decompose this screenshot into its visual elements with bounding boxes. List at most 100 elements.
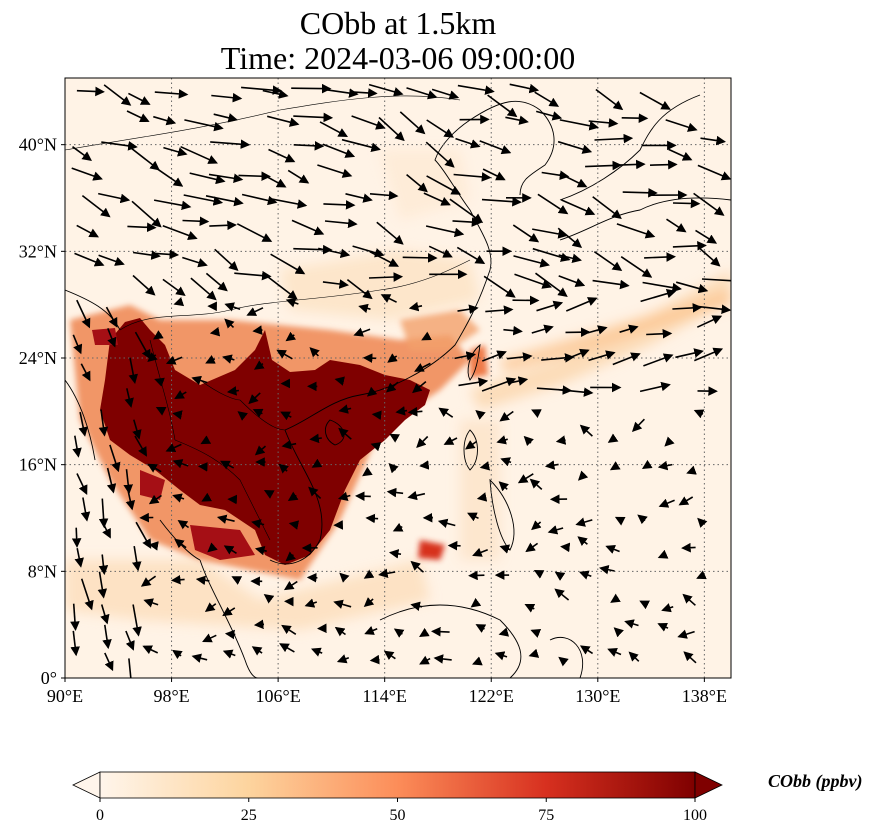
wind-arrow <box>281 624 297 635</box>
wind-arrow <box>513 255 550 268</box>
wind-arrow <box>531 324 554 334</box>
wind-arrow <box>293 141 325 151</box>
wind-arrow <box>126 110 150 123</box>
wind-arrow <box>537 193 569 215</box>
wind-arrow <box>531 409 542 418</box>
wind-arrow <box>472 656 483 666</box>
wind-arrow <box>378 568 396 579</box>
wind-arrow <box>154 377 165 387</box>
wind-arrow <box>135 521 152 549</box>
wind-arrow <box>254 545 267 556</box>
wind-arrow <box>642 281 682 293</box>
wind-arrow <box>419 655 431 665</box>
wind-arrow <box>425 225 465 238</box>
wind-arrow <box>621 113 649 123</box>
wind-arrow <box>98 192 131 204</box>
wind-arrow <box>162 278 186 296</box>
wind-arrow <box>525 542 539 553</box>
wind-arrow <box>270 253 306 275</box>
colorbar-ticks: 0 25 50 75 100 <box>96 798 707 824</box>
wind-arrow <box>355 491 371 501</box>
wind-arrow <box>364 626 378 635</box>
wind-arrow <box>385 381 399 393</box>
wind-arrow <box>524 603 536 613</box>
wind-arrow <box>200 435 212 445</box>
wind-arrow <box>339 572 350 583</box>
wind-arrow <box>353 327 371 337</box>
wind-arrow <box>163 146 188 157</box>
wind-arrow <box>72 334 83 355</box>
y-tick-label: 24°N <box>19 348 57 368</box>
wind-arrow <box>380 294 397 303</box>
wind-arrow <box>142 645 159 655</box>
colorbar-tick-label: 25 <box>241 807 257 824</box>
wind-arrow <box>102 624 112 650</box>
wind-arrow <box>389 433 401 443</box>
wind-arrow <box>324 218 358 229</box>
x-tick-label: 130°E <box>575 686 620 706</box>
wind-arrow <box>509 83 540 94</box>
wind-arrow <box>236 223 273 242</box>
wind-arrow <box>172 410 183 420</box>
wind-arrow <box>622 187 658 198</box>
wind-arrow <box>682 593 696 606</box>
wind-arrow <box>268 148 296 163</box>
wind-arrow <box>479 461 491 471</box>
wind-arrow <box>128 92 151 105</box>
wind-arrow <box>109 444 121 473</box>
colorbar-bar <box>99 771 696 799</box>
wind-arrow <box>575 517 593 527</box>
wind-arrow <box>433 654 452 664</box>
wind-arrow <box>252 408 264 418</box>
wind-arrow <box>406 87 438 100</box>
wind-arrow <box>283 580 298 591</box>
wind-arrow <box>124 388 134 408</box>
wind-arrow <box>103 84 132 106</box>
wind-arrow <box>512 224 540 243</box>
wind-arrow <box>98 254 125 266</box>
wind-arrow <box>423 192 451 206</box>
wind-arrow <box>288 520 300 530</box>
wind-arrow <box>416 435 429 449</box>
wind-arrow <box>191 653 208 663</box>
wind-arrow <box>280 411 292 421</box>
wind-arrow <box>338 404 352 414</box>
wind-arrow <box>438 407 454 418</box>
wind-arrow <box>592 279 630 290</box>
high-concentration <box>92 318 430 565</box>
wind-arrow <box>269 197 308 209</box>
wind-arrow <box>426 119 455 138</box>
wind-arrow <box>253 619 265 630</box>
wind-arrow <box>81 194 111 218</box>
wind-arrow <box>565 297 598 312</box>
wind-arrow <box>498 627 510 637</box>
y-tick-label: 8°N <box>28 561 57 581</box>
wind-arrow <box>291 83 332 94</box>
wind-arrow <box>140 575 157 587</box>
wind-arrow <box>668 148 693 161</box>
wind-arrow <box>605 544 620 554</box>
wind-arrow <box>153 115 177 126</box>
wind-arrow <box>666 218 687 233</box>
wind-arrow <box>419 460 430 470</box>
wind-arrow <box>410 601 423 612</box>
wind-arrow <box>614 516 626 526</box>
wind-arrow <box>609 461 621 471</box>
wind-arrow <box>646 328 673 339</box>
wind-arrow <box>499 410 514 422</box>
wind-arrow <box>191 375 208 386</box>
wind-arrow <box>368 272 404 282</box>
wind-arrow <box>207 542 218 553</box>
wind-arrow <box>658 498 675 508</box>
wind-arrow <box>76 473 88 495</box>
wind-arrow <box>128 357 138 384</box>
wind-arrow <box>697 164 731 181</box>
wind-arrow <box>276 349 293 360</box>
y-tick-label: 0° <box>41 668 57 688</box>
wind-arrow <box>189 172 226 185</box>
wind-arrow <box>675 281 709 294</box>
wind-arrow <box>681 542 696 553</box>
wind-arrow <box>554 588 570 601</box>
x-tick-label: 114°E <box>362 686 407 706</box>
wind-arrow <box>172 493 185 503</box>
